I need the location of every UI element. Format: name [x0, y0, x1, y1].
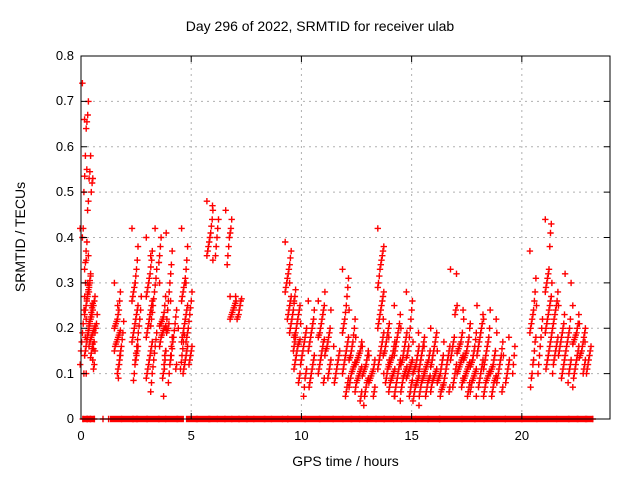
- x-tick-label: 15: [404, 428, 419, 443]
- x-tick-label: 20: [514, 428, 530, 443]
- x-tick-label: 5: [187, 428, 195, 443]
- y-tick-label: 0.4: [55, 229, 74, 245]
- x-tick-label: 0: [77, 428, 85, 443]
- x-axis-label: GPS time / hours: [292, 453, 399, 469]
- scatter-points: [77, 80, 596, 423]
- y-tick-label: 0.8: [55, 48, 74, 63]
- y-tick-label: 0.5: [55, 184, 74, 200]
- x-tick-label: 10: [294, 428, 309, 443]
- y-tick-label: 0.3: [55, 274, 74, 290]
- y-tick-label: 0.2: [55, 320, 74, 336]
- y-tick-label: 0.7: [55, 93, 74, 109]
- y-tick-label: 0.6: [55, 138, 74, 154]
- y-axis-label: SRMTID / TECUs: [12, 181, 28, 293]
- axis-tick-marks: [80, 55, 610, 420]
- chart-title: Day 296 of 2022, SRMTID for receiver ula…: [185, 18, 455, 34]
- y-tick-label: 0: [66, 411, 74, 426]
- y-tick-label: 0.1: [55, 365, 74, 381]
